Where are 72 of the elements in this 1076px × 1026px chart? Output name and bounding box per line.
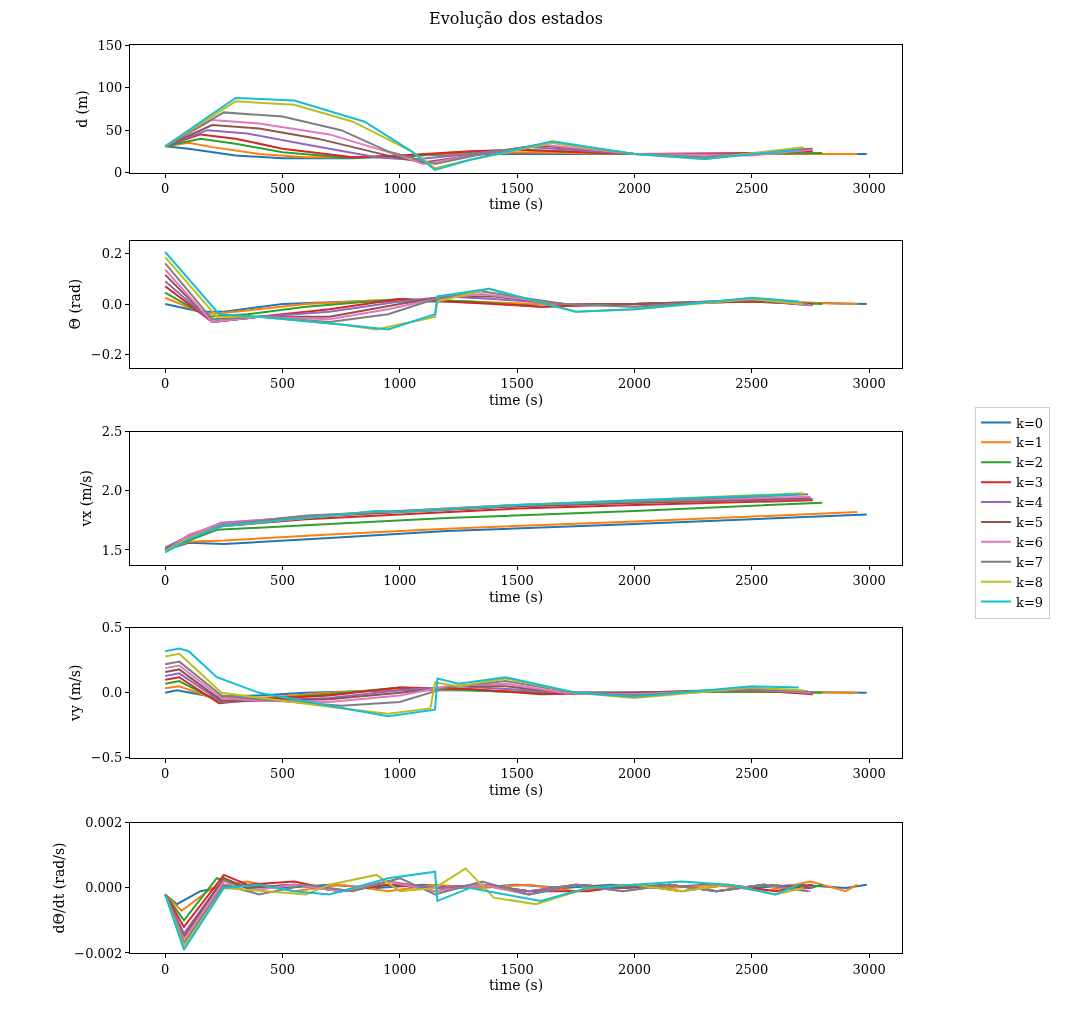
x-tick-label: 1500 xyxy=(500,766,534,782)
x-tick-label: 1000 xyxy=(383,573,417,589)
x-tick-label: 3000 xyxy=(852,766,886,782)
x-tick-label: 3000 xyxy=(852,181,886,197)
legend-label: k=5 xyxy=(1016,515,1044,531)
legend-label: k=1 xyxy=(1016,435,1044,451)
x-tick-label: 2500 xyxy=(735,181,769,197)
x-tick-label: 1000 xyxy=(383,766,417,782)
x-tick-label: 2000 xyxy=(617,376,652,392)
legend-label: k=9 xyxy=(1016,594,1044,610)
x-tick-label: 3000 xyxy=(852,376,886,392)
chart-title: Evolução dos estados xyxy=(429,8,603,28)
y-tick-label: −0.002 xyxy=(74,945,123,961)
x-tick-label: 500 xyxy=(270,181,295,197)
x-axis-title: time (s) xyxy=(488,781,544,798)
y-axis-title: dΘ/dt (rad/s) xyxy=(50,842,67,934)
y-tick-label: 0.000 xyxy=(85,880,123,896)
y-axis-title: vx (m/s) xyxy=(78,470,95,528)
x-tick-label: 2500 xyxy=(735,961,769,977)
y-tick-label: 2.5 xyxy=(101,424,123,440)
x-tick-label: 3000 xyxy=(852,961,886,977)
y-tick-label: 50 xyxy=(105,122,123,138)
y-tick-label: −0.2 xyxy=(90,347,123,363)
y-tick-label: 0.5 xyxy=(101,620,123,636)
y-tick-label: 100 xyxy=(97,80,123,96)
x-axis-title: time (s) xyxy=(488,196,544,213)
x-tick-label: 0 xyxy=(161,766,170,782)
x-tick-label: 2500 xyxy=(735,573,769,589)
y-tick-label: 0.002 xyxy=(85,815,123,831)
y-tick-label: 2.0 xyxy=(101,483,123,499)
y-tick-label: 0.0 xyxy=(101,296,123,312)
x-tick-label: 500 xyxy=(270,766,295,782)
legend-label: k=2 xyxy=(1016,455,1044,471)
y-tick-label: 1.5 xyxy=(101,542,123,558)
y-tick-label: −0.5 xyxy=(90,750,123,766)
x-tick-label: 2000 xyxy=(617,961,652,977)
x-tick-label: 500 xyxy=(270,573,295,589)
x-tick-label: 1500 xyxy=(500,961,534,977)
x-tick-label: 500 xyxy=(270,961,295,977)
x-tick-label: 2000 xyxy=(617,766,652,782)
y-tick-label: 0.2 xyxy=(101,245,123,261)
x-tick-label: 500 xyxy=(270,376,295,392)
x-tick-label: 0 xyxy=(161,181,170,197)
y-tick-label: 0 xyxy=(114,165,123,181)
y-tick-label: 150 xyxy=(97,37,123,53)
y-tick-label: 0.0 xyxy=(101,685,123,701)
legend-label: k=6 xyxy=(1016,534,1044,550)
x-tick-label: 1500 xyxy=(500,573,534,589)
legend-label: k=7 xyxy=(1016,554,1044,570)
x-tick-label: 2500 xyxy=(735,376,769,392)
legend-label: k=4 xyxy=(1016,495,1044,511)
x-tick-label: 1500 xyxy=(500,181,534,197)
y-axis-title: vy (m/s) xyxy=(67,664,84,723)
x-tick-label: 0 xyxy=(161,961,170,977)
x-axis-title: time (s) xyxy=(488,976,544,993)
x-tick-label: 1500 xyxy=(500,376,534,392)
x-tick-label: 1000 xyxy=(383,376,417,392)
x-tick-label: 3000 xyxy=(852,573,886,589)
x-tick-label: 0 xyxy=(161,573,170,589)
x-axis-title: time (s) xyxy=(488,391,544,408)
x-tick-label: 1000 xyxy=(383,961,417,977)
y-axis-title: Θ (rad) xyxy=(67,278,84,330)
x-tick-label: 2000 xyxy=(617,573,652,589)
x-tick-label: 0 xyxy=(161,376,170,392)
y-axis-title: d (m) xyxy=(74,90,91,128)
x-axis-title: time (s) xyxy=(488,588,544,605)
x-tick-label: 1000 xyxy=(383,181,417,197)
x-tick-label: 2500 xyxy=(735,766,769,782)
x-tick-label: 2000 xyxy=(617,181,652,197)
legend-label: k=8 xyxy=(1016,574,1044,590)
legend-label: k=3 xyxy=(1016,475,1044,491)
legend-label: k=0 xyxy=(1016,415,1044,431)
